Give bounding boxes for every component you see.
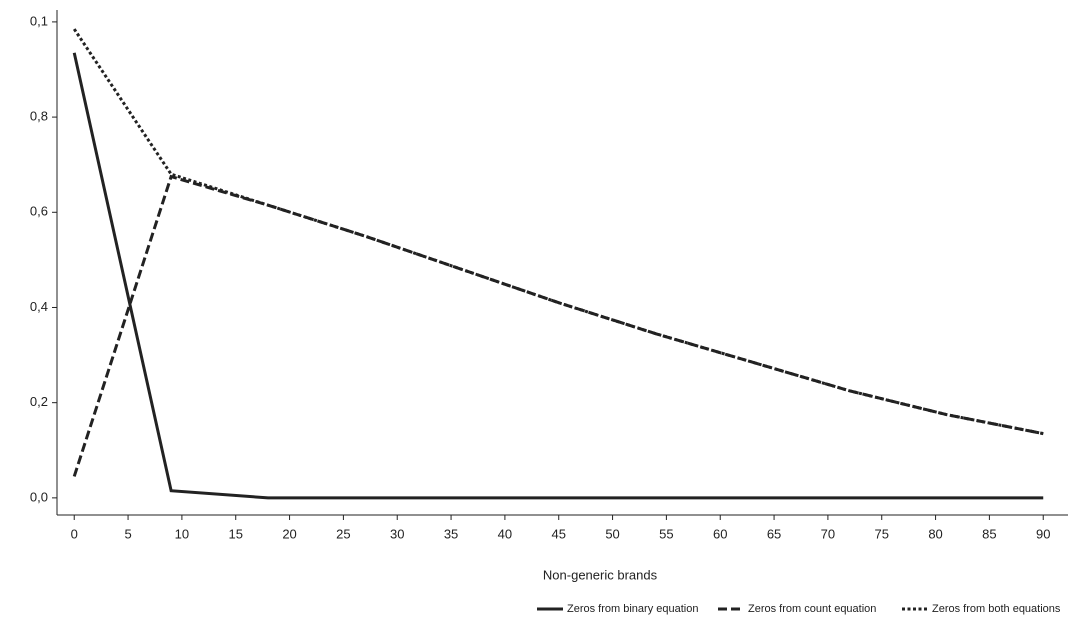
x-tick-label: 25 <box>336 526 350 541</box>
x-tick-label: 90 <box>1036 526 1050 541</box>
legend-label: Zeros from both equations <box>932 603 1061 615</box>
x-tick-label: 70 <box>821 526 835 541</box>
legend-label: Zeros from binary equation <box>567 603 698 615</box>
x-tick-label: 10 <box>175 526 189 541</box>
x-tick-label: 50 <box>605 526 619 541</box>
x-tick-label: 15 <box>228 526 242 541</box>
x-axis-label: Non-generic brands <box>543 567 658 582</box>
x-tick-label: 60 <box>713 526 727 541</box>
y-tick-label: 0,8 <box>30 109 48 124</box>
line <box>72 52 1044 500</box>
legend-label: Zeros from count equation <box>748 603 876 615</box>
x-tick-label: 45 <box>551 526 565 541</box>
x-tick-label: 0 <box>71 526 78 541</box>
y-tick-label: 0,0 <box>30 489 48 504</box>
x-tick-label: 5 <box>124 526 131 541</box>
line <box>72 174 1044 477</box>
x-tick-label: 55 <box>659 526 673 541</box>
x-tick-label: 30 <box>390 526 404 541</box>
x-tick-label: 20 <box>282 526 296 541</box>
y-tick-label: 0,1 <box>30 13 48 28</box>
x-tick-label: 40 <box>498 526 512 541</box>
x-tick-label: 75 <box>875 526 889 541</box>
x-tick-label: 85 <box>982 526 996 541</box>
y-tick-label: 0,2 <box>30 394 48 409</box>
x-tick-label: 65 <box>767 526 781 541</box>
x-tick-label: 80 <box>928 526 942 541</box>
x-tick-label: 35 <box>444 526 458 541</box>
y-tick-label: 0,4 <box>30 299 48 314</box>
y-tick-label: 0,6 <box>30 204 48 219</box>
line <box>72 28 1044 436</box>
